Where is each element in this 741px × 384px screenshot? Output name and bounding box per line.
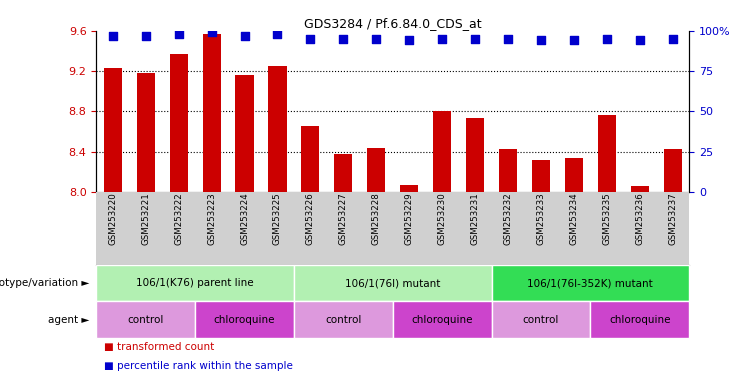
Bar xyxy=(491,265,689,301)
Point xyxy=(305,36,316,42)
Bar xyxy=(334,154,353,384)
Bar xyxy=(294,301,393,338)
Point xyxy=(206,29,218,35)
Text: 106/1(K76) parent line: 106/1(K76) parent line xyxy=(136,278,254,288)
Bar xyxy=(433,111,451,384)
Text: GSM253230: GSM253230 xyxy=(438,192,447,245)
Text: GSM253223: GSM253223 xyxy=(207,192,216,245)
Text: genotype/variation ►: genotype/variation ► xyxy=(0,278,89,288)
Bar xyxy=(104,68,122,384)
Text: control: control xyxy=(522,314,559,325)
Bar xyxy=(268,66,287,384)
Text: GSM253237: GSM253237 xyxy=(668,192,677,245)
Text: GSM253234: GSM253234 xyxy=(569,192,579,245)
Text: 106/1(76I) mutant: 106/1(76I) mutant xyxy=(345,278,440,288)
Bar xyxy=(393,301,491,338)
Point xyxy=(568,37,579,43)
Bar xyxy=(466,118,484,384)
Text: 106/1(76I-352K) mutant: 106/1(76I-352K) mutant xyxy=(528,278,654,288)
Point xyxy=(667,36,679,42)
Text: GSM253227: GSM253227 xyxy=(339,192,348,245)
Point xyxy=(601,36,613,42)
Bar xyxy=(499,149,517,384)
Text: chloroquine: chloroquine xyxy=(411,314,473,325)
Bar xyxy=(202,34,221,384)
Text: agent ►: agent ► xyxy=(47,314,89,325)
Text: GSM253228: GSM253228 xyxy=(372,192,381,245)
Bar xyxy=(302,126,319,384)
Text: control: control xyxy=(325,314,362,325)
Bar xyxy=(664,149,682,384)
Bar xyxy=(565,158,583,384)
Text: GSM253224: GSM253224 xyxy=(240,192,249,245)
Point xyxy=(634,37,645,43)
Title: GDS3284 / Pf.6.84.0_CDS_at: GDS3284 / Pf.6.84.0_CDS_at xyxy=(304,17,482,30)
Text: ■ percentile rank within the sample: ■ percentile rank within the sample xyxy=(104,361,293,371)
Bar xyxy=(294,265,491,301)
Bar xyxy=(96,301,195,338)
Bar xyxy=(491,301,591,338)
Point xyxy=(436,36,448,42)
Text: GSM253229: GSM253229 xyxy=(405,192,413,245)
Text: GSM253220: GSM253220 xyxy=(108,192,117,245)
Point xyxy=(107,33,119,39)
Point xyxy=(535,37,547,43)
Bar xyxy=(170,54,187,384)
Text: ■ transformed count: ■ transformed count xyxy=(104,342,214,352)
Bar xyxy=(368,148,385,384)
Bar xyxy=(195,301,294,338)
Point xyxy=(403,37,415,43)
Text: chloroquine: chloroquine xyxy=(609,314,671,325)
Bar xyxy=(96,265,294,301)
Bar xyxy=(136,73,155,384)
Text: GSM253232: GSM253232 xyxy=(503,192,513,245)
Text: GSM253222: GSM253222 xyxy=(174,192,183,245)
Point xyxy=(173,31,185,37)
Bar xyxy=(236,75,253,384)
Point xyxy=(337,36,349,42)
Bar xyxy=(631,186,649,384)
Bar xyxy=(591,301,689,338)
Point xyxy=(239,33,250,39)
Text: GSM253231: GSM253231 xyxy=(471,192,479,245)
Text: control: control xyxy=(127,314,164,325)
Point xyxy=(469,36,481,42)
Text: GSM253226: GSM253226 xyxy=(306,192,315,245)
Point xyxy=(140,33,152,39)
Bar xyxy=(400,185,418,384)
Text: GSM253225: GSM253225 xyxy=(273,192,282,245)
Bar xyxy=(598,115,616,384)
Text: GSM253236: GSM253236 xyxy=(635,192,644,245)
Text: chloroquine: chloroquine xyxy=(214,314,275,325)
Point xyxy=(370,36,382,42)
Text: GSM253233: GSM253233 xyxy=(536,192,545,245)
Bar xyxy=(532,160,550,384)
Point xyxy=(271,31,283,37)
Point xyxy=(502,36,514,42)
Text: GSM253221: GSM253221 xyxy=(142,192,150,245)
Text: GSM253235: GSM253235 xyxy=(602,192,611,245)
